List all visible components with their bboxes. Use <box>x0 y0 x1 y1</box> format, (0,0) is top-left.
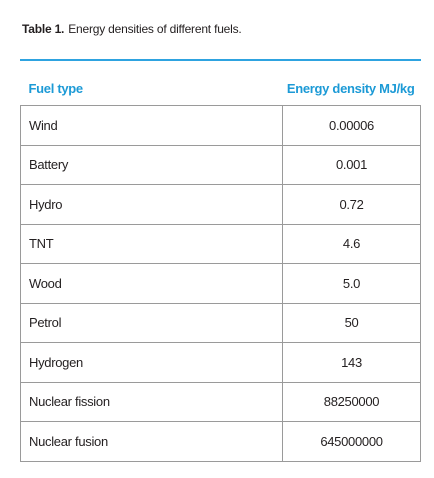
header-row: Fuel type Energy density MJ/kg <box>21 72 421 106</box>
table-row: Battery 0.001 <box>20 144 421 185</box>
fuel-cell: Wind <box>20 105 283 146</box>
fuel-cell: Battery <box>20 144 283 185</box>
table-row: TNT 4.6 <box>20 223 421 264</box>
fuel-cell: Nuclear fusion <box>20 421 283 462</box>
table-row: Wood 5.0 <box>20 263 421 304</box>
density-cell: 88250000 <box>282 381 421 422</box>
table-row: Petrol 50 <box>20 302 421 343</box>
fuel-cell: Petrol <box>20 302 283 343</box>
density-cell: 143 <box>282 342 421 383</box>
fuel-cell: Hydrogen <box>20 342 283 383</box>
table-body: Wind 0.00006 Battery 0.001 Hydro 0.72 TNT 4.6 Wo… <box>20 105 421 462</box>
fuel-cell: Nuclear fission <box>20 381 283 422</box>
header-rule <box>20 59 421 61</box>
fuel-cell: Wood <box>20 263 283 304</box>
density-cell: 0.00006 <box>282 105 421 146</box>
density-cell: 5.0 <box>282 263 421 304</box>
table-head: Fuel type Energy density MJ/kg <box>21 72 421 106</box>
fuel-cell: Hydro <box>20 184 283 225</box>
density-cell: 0.72 <box>282 184 421 225</box>
density-cell: 50 <box>282 302 421 343</box>
table-row: Nuclear fusion 645000000 <box>20 421 421 462</box>
caption-text: Energy densities of different fuels. <box>68 22 242 36</box>
table-row: Hydrogen 143 <box>20 342 421 383</box>
table-row: Wind 0.00006 <box>20 105 421 146</box>
fuel-cell: TNT <box>20 223 283 264</box>
caption-label: Table 1. <box>22 22 65 36</box>
density-cell: 0.001 <box>282 144 421 185</box>
table-caption: Table 1. Energy densities of different fu… <box>22 22 242 36</box>
density-cell: 645000000 <box>282 421 421 462</box>
table-row: Nuclear fission 88250000 <box>20 381 421 422</box>
energy-table: Fuel type Energy density MJ/kg Wind 0.000… <box>20 72 421 462</box>
column-header: Energy density MJ/kg <box>286 81 415 96</box>
column-header: Fuel type <box>28 81 84 96</box>
density-cell: 4.6 <box>282 223 421 264</box>
table-row: Hydro 0.72 <box>20 184 421 225</box>
